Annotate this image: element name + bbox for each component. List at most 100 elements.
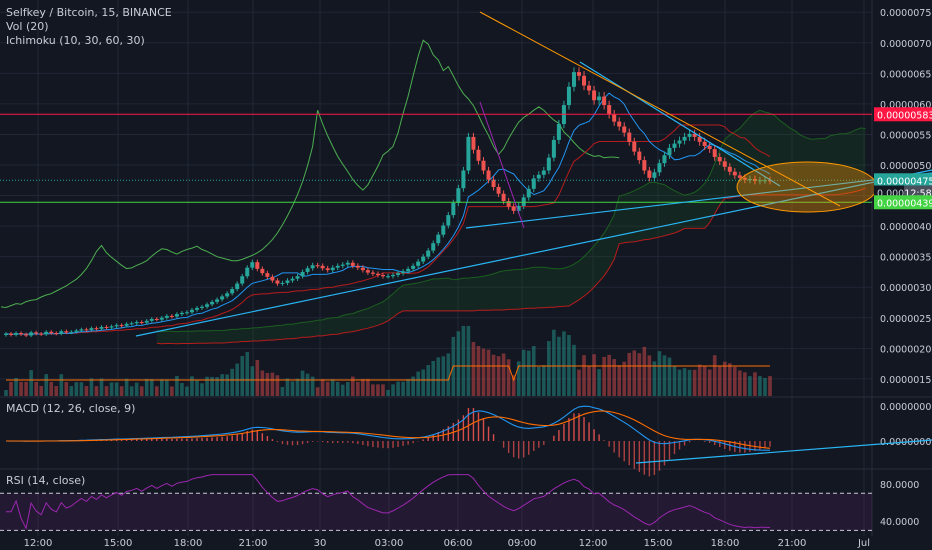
candle-body — [657, 163, 662, 173]
candle-body — [195, 308, 199, 310]
candle-body — [421, 256, 426, 262]
volume-bar — [325, 381, 330, 396]
vol-label[interactable]: Vol (20) — [6, 20, 49, 33]
candle-body — [582, 75, 587, 86]
volume-bar — [215, 377, 219, 396]
candle-body — [607, 105, 612, 115]
candle-body — [436, 234, 441, 244]
candle-body — [255, 262, 260, 269]
time-tick-label: 21:00 — [239, 538, 268, 549]
time-tick-label: 09:00 — [508, 538, 537, 549]
macd-label[interactable]: MACD (12, 26, close, 9) — [6, 402, 136, 415]
candle-body — [84, 329, 89, 331]
volume-bar — [647, 355, 652, 396]
volume-bar — [265, 372, 270, 396]
volume-bar — [74, 382, 79, 396]
candle-body — [496, 187, 501, 194]
time-tick-label: 18:00 — [711, 538, 740, 549]
rsi-label[interactable]: RSI (14, close) — [6, 474, 86, 487]
volume-bar — [552, 329, 556, 396]
macd-trendline — [635, 439, 932, 464]
volume-bar — [200, 383, 204, 396]
volume-bar — [165, 379, 169, 396]
candle-body — [742, 177, 747, 180]
candle-body — [501, 193, 506, 202]
price-label-box — [874, 173, 932, 188]
volume-bar — [401, 381, 405, 396]
volume-bar — [69, 386, 74, 396]
candle-body — [290, 278, 295, 281]
candle-body — [94, 328, 99, 330]
volume-bar — [632, 350, 637, 396]
candle-body — [391, 275, 396, 277]
candle-body — [315, 265, 320, 267]
candle-body — [305, 268, 310, 272]
candle-body — [184, 312, 189, 314]
ichimoku-label[interactable]: Ichimoku (10, 30, 60, 30) — [6, 34, 145, 47]
price-label: 0.00000583 — [877, 110, 932, 121]
candle-body — [169, 315, 174, 317]
volume-bar — [104, 386, 109, 396]
candle-body — [245, 267, 250, 277]
volume-bar — [114, 382, 119, 396]
candle-body — [687, 133, 692, 137]
volume-bar — [49, 382, 54, 396]
candle-body — [531, 178, 536, 189]
volume-bar — [24, 381, 28, 396]
volume-bar — [722, 361, 727, 396]
volume-bar — [743, 372, 747, 396]
trendline-lower — [135, 169, 932, 337]
volume-bar — [160, 379, 164, 396]
price-label: 0.000 — [877, 189, 904, 200]
candle-body — [355, 265, 360, 268]
volume-bar — [486, 349, 491, 396]
volume-bar — [672, 366, 677, 396]
candle-body — [622, 126, 627, 133]
trendline-upper — [579, 61, 781, 187]
volume-bar — [345, 382, 350, 396]
candle-body — [34, 332, 39, 334]
price-tick-label: 0.00000500 — [880, 161, 932, 172]
volume-bar — [335, 381, 340, 396]
candle-body — [164, 315, 169, 318]
candle-body — [406, 268, 411, 272]
candle-body — [481, 160, 486, 171]
macd-legend: MACD (12, 26, close, 9) — [6, 402, 135, 416]
symbol-label[interactable]: Selfkey / Bitcoin, 15, BINANCE — [6, 6, 172, 19]
volume-bar — [366, 378, 370, 396]
volume-bar — [109, 382, 114, 396]
volume-bar — [707, 369, 712, 396]
candle-body — [536, 174, 541, 179]
volume-bar — [89, 378, 94, 396]
candle-body — [235, 283, 240, 290]
time-tick-label: 21:00 — [778, 538, 807, 549]
candle-body — [441, 225, 446, 235]
candle-body — [365, 270, 370, 273]
candle-body — [144, 320, 149, 323]
candle-body — [411, 265, 416, 269]
candle-body — [44, 331, 49, 335]
candle-body — [672, 143, 677, 148]
volume-bar — [637, 353, 642, 396]
candle-body — [134, 322, 139, 324]
volume-bar — [712, 355, 717, 396]
volume-bar — [506, 359, 511, 396]
volume-bar — [471, 342, 476, 396]
volume-bar — [245, 352, 250, 396]
volume-bar — [220, 374, 224, 396]
volume-bar — [361, 379, 365, 396]
volume-bar — [230, 368, 234, 396]
ichimoku-span-b — [156, 187, 866, 345]
candle-body — [230, 289, 235, 294]
candle-body — [350, 262, 355, 266]
candle-body — [275, 280, 280, 284]
candle-body — [39, 333, 44, 335]
volume-bar — [34, 381, 38, 396]
volume-bar — [94, 386, 99, 396]
volume-bar — [320, 379, 325, 396]
time-tick-label: 15:00 — [104, 538, 133, 549]
volume-bar — [501, 353, 506, 396]
volume-bar — [240, 356, 245, 396]
